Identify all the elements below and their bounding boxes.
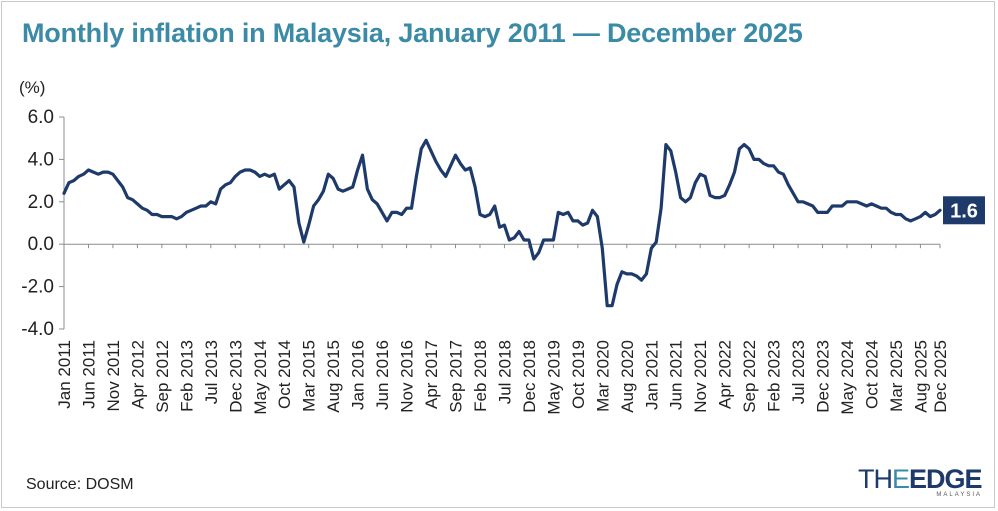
x-tick-label: Jun 2011	[79, 340, 98, 409]
last-value-label: 1.6	[950, 200, 978, 222]
x-tick-label: Jun 2021	[667, 340, 686, 410]
y-tick-label: 0.0	[28, 234, 54, 255]
x-tick-label: Mar 2025	[887, 340, 906, 412]
x-tick-label: Apr 2017	[422, 340, 441, 409]
x-tick-label: Oct 2014	[275, 340, 294, 409]
x-tick-label: Oct 2019	[569, 340, 588, 409]
x-tick-label: Sep 2022	[740, 340, 759, 413]
x-tick-label: Nov 2016	[398, 340, 417, 413]
x-tick-label: Jan 2011	[55, 340, 74, 409]
x-tick-label: Jun 2016	[373, 340, 392, 410]
x-tick-label: May 2014	[251, 340, 270, 415]
y-tick-label: 4.0	[28, 149, 54, 170]
x-tick-label: Dec 2023	[814, 340, 833, 413]
y-tick-label: -4.0	[21, 319, 54, 340]
x-tick-label: Dec 2018	[520, 340, 539, 413]
x-tick-label: Jan 2016	[349, 340, 368, 410]
x-tick-label: Aug 2025	[911, 340, 930, 413]
x-tick-label: Apr 2022	[716, 340, 735, 409]
x-tick-label: May 2024	[838, 340, 857, 415]
x-tick-label: Nov 2021	[691, 340, 710, 413]
x-tick-label: Nov 2011	[104, 340, 123, 412]
x-tick-label: Aug 2015	[324, 340, 343, 413]
x-tick-label: Apr 2012	[128, 340, 147, 409]
x-tick-label: Feb 2018	[471, 340, 490, 412]
x-tick-label: Dec 2025	[931, 340, 950, 413]
x-tick-label: Dec 2013	[226, 340, 245, 413]
x-tick-label: Mar 2020	[593, 340, 612, 412]
brand-logo-text: THEEDGE	[858, 464, 983, 494]
x-tick-label: Oct 2024	[862, 340, 881, 409]
y-axis-label: (%)	[19, 78, 45, 97]
x-tick-label: May 2019	[544, 340, 563, 415]
x-tick-label: Jul 2023	[789, 340, 808, 404]
x-tick-label: Feb 2023	[765, 340, 784, 412]
inflation-series-line	[62, 138, 942, 308]
last-value-badge	[943, 196, 985, 225]
x-tick-label: Jan 2021	[642, 340, 661, 410]
x-tick-label: Mar 2015	[300, 340, 319, 412]
x-tick-label: Jul 2018	[495, 340, 514, 404]
brand-logo: THEEDGE MALAYSIA	[858, 466, 984, 500]
y-tick-label: 2.0	[28, 192, 54, 213]
y-tick-label: -2.0	[21, 277, 54, 298]
x-tick-label: Sep 2017	[447, 340, 466, 413]
chart-title: Monthly inflation in Malaysia, January 2…	[22, 18, 803, 48]
brand-logo-subtext: MALAYSIA	[936, 492, 982, 498]
x-tick-label: Sep 2012	[153, 340, 172, 413]
x-tick-label: Feb 2013	[177, 340, 196, 412]
source-note: Source: DOSM	[26, 476, 134, 493]
x-tick-label: Aug 2020	[618, 340, 637, 413]
x-tick-label: Jul 2013	[202, 340, 221, 404]
y-tick-label: 6.0	[28, 107, 54, 128]
